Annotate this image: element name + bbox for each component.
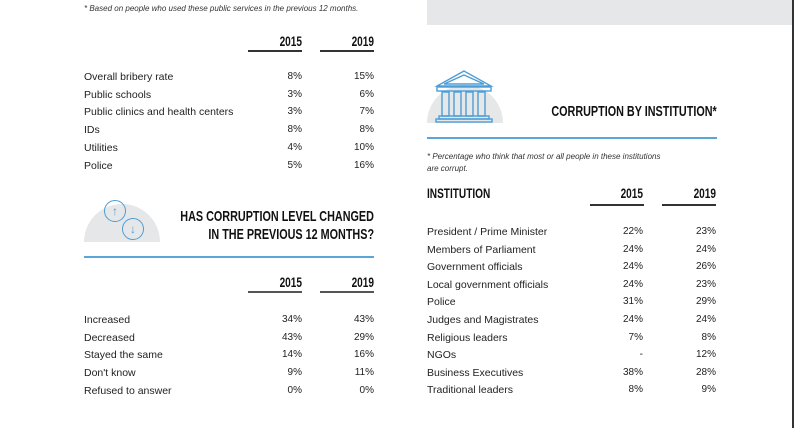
institution-title: CORRUPTION BY INSTITUTION* — [551, 103, 717, 120]
row-label: IDs — [84, 124, 100, 137]
change-title-line1: HAS CORRUPTION LEVEL CHANGED — [180, 208, 374, 225]
change-header-2015: 2015 — [279, 274, 302, 290]
institution-footnote-line1: * Percentage who think that most or all … — [427, 152, 661, 161]
row-label: Police — [427, 296, 456, 309]
value-2015: - — [639, 349, 643, 361]
row-label: Judges and Magistrates — [427, 314, 539, 326]
section-divider — [427, 137, 717, 139]
header-underline — [320, 50, 374, 52]
value-2019: 43% — [353, 314, 374, 325]
value-2015: 3% — [287, 106, 302, 118]
bribery-header-2019: 2019 — [351, 33, 374, 49]
value-2015: 38% — [622, 366, 643, 378]
value-2019: 28% — [695, 366, 716, 378]
section-divider — [84, 256, 374, 258]
value-2015: 8% — [287, 71, 302, 82]
value-2019: 12% — [695, 349, 716, 361]
row-label: NGOs — [427, 349, 457, 362]
row-label: Public clinics and health centers — [84, 106, 234, 119]
value-2015: 31% — [622, 296, 643, 308]
institution-column-header: INSTITUTION — [427, 185, 491, 201]
arrow-down-icon: ↓ — [122, 218, 144, 240]
row-label: Government officials — [427, 261, 523, 274]
value-2019: 24% — [695, 314, 716, 325]
value-2015: 7% — [628, 331, 643, 343]
value-2015: 14% — [281, 349, 302, 361]
value-2019: 24% — [695, 243, 716, 255]
value-2015: 3% — [287, 88, 302, 100]
row-label: Police — [84, 159, 113, 172]
row-label: Increased — [84, 314, 131, 326]
header-underline — [248, 50, 302, 52]
row-label: Don't know — [84, 367, 136, 380]
change-title-line2: IN THE PREVIOUS 12 MONTHS? — [208, 226, 374, 243]
page-edge — [792, 0, 794, 428]
row-label: Public schools — [84, 88, 152, 101]
value-2015: 4% — [287, 141, 302, 153]
header-underline — [320, 291, 374, 293]
row-label: Traditional leaders — [427, 384, 513, 397]
value-2019: 7% — [359, 106, 374, 118]
value-2015: 0% — [287, 384, 302, 396]
row-label: Members of Parliament — [427, 243, 536, 256]
value-2015: 43% — [281, 331, 302, 343]
value-2015: 24% — [622, 243, 643, 255]
building-columns-icon — [434, 70, 494, 123]
value-2019: 23% — [695, 278, 716, 290]
value-2019: 29% — [695, 296, 716, 308]
value-2019: 29% — [353, 331, 374, 343]
value-2019: 8% — [359, 124, 374, 136]
value-2015: 24% — [622, 314, 643, 325]
value-2015: 8% — [287, 124, 302, 136]
arrow-up-icon: ↑ — [104, 200, 126, 222]
value-2015: 8% — [628, 384, 643, 396]
header-underline — [248, 291, 302, 293]
value-2015: 9% — [287, 367, 302, 379]
row-label: Religious leaders — [427, 331, 508, 344]
row-label: Utilities — [84, 141, 118, 154]
row-label: Local government officials — [427, 278, 549, 291]
institution-footnote-line2: are corrupt. — [427, 164, 468, 173]
value-2019: 15% — [353, 71, 374, 82]
value-2019: 10% — [353, 141, 374, 153]
bribery-header-2015: 2015 — [279, 33, 302, 49]
top-gray-band — [427, 0, 793, 25]
value-2015: 5% — [287, 159, 302, 171]
value-2019: 26% — [695, 261, 716, 273]
value-2015: 24% — [622, 278, 643, 290]
header-underline — [590, 204, 644, 206]
header-underline — [662, 204, 716, 206]
row-label: Refused to answer — [84, 384, 172, 397]
value-2019: 16% — [353, 349, 374, 361]
institution-header-2015: 2015 — [620, 185, 643, 201]
value-2015: 34% — [281, 314, 302, 325]
value-2019: 16% — [353, 159, 374, 171]
row-label: President / Prime Minister — [427, 226, 548, 238]
value-2019: 23% — [695, 226, 716, 237]
value-2015: 24% — [622, 261, 643, 273]
row-label: Business Executives — [427, 366, 524, 379]
value-2019: 11% — [354, 367, 374, 379]
row-label: Overall bribery rate — [84, 71, 174, 83]
row-label: Stayed the same — [84, 349, 163, 362]
change-header-2019: 2019 — [351, 274, 374, 290]
value-2015: 22% — [622, 226, 643, 237]
row-label: Decreased — [84, 331, 135, 344]
value-2019: 9% — [701, 384, 716, 396]
value-2019: 6% — [359, 88, 374, 100]
value-2019: 8% — [701, 331, 716, 343]
bribery-footnote: * Based on people who used these public … — [84, 4, 359, 13]
value-2019: 0% — [359, 384, 374, 396]
institution-header-2019: 2019 — [693, 185, 716, 201]
